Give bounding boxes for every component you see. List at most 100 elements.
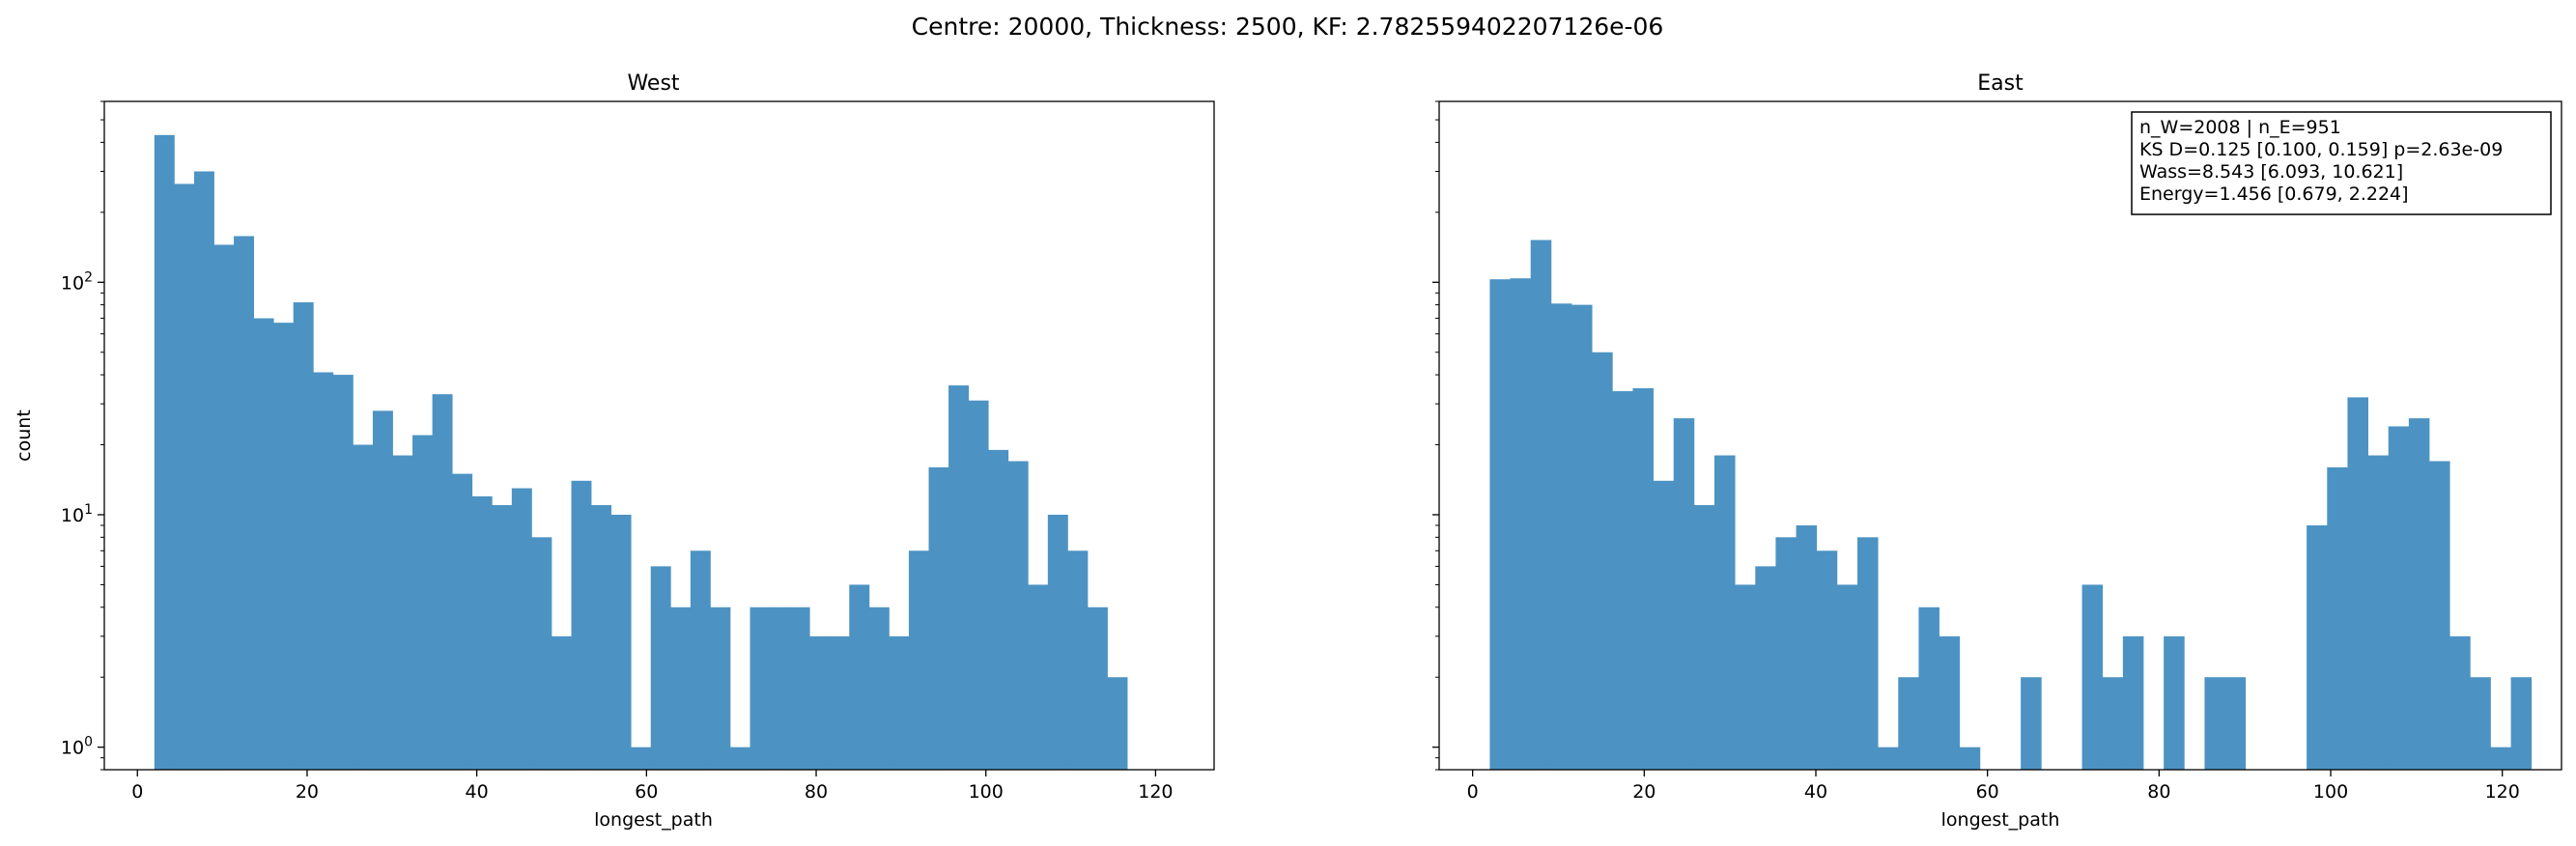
west-histogram-bar <box>193 171 214 770</box>
west-histogram-bar <box>511 488 532 770</box>
east-histogram-bar <box>2224 677 2247 770</box>
east-histogram-bar <box>2204 677 2225 770</box>
west-histogram-bar <box>650 566 671 770</box>
west-histogram-bar <box>631 747 652 770</box>
east-histogram-bar <box>1673 418 1695 770</box>
east-histogram-bar <box>2307 525 2328 770</box>
suptitle: Centre: 20000, Thickness: 2500, KF: 2.78… <box>912 13 1664 41</box>
east-histogram-bar <box>1653 480 1675 770</box>
east-x-tick-label: 100 <box>2313 781 2348 803</box>
west-x-tick-label: 20 <box>296 781 319 803</box>
east-histogram-bar <box>1898 677 1919 770</box>
east-histogram-bar <box>1632 388 1654 770</box>
east-histogram-bar <box>1959 747 1981 770</box>
west-title: West <box>627 71 679 96</box>
west-histogram-bar <box>452 473 473 770</box>
west-histogram-bar <box>710 606 731 770</box>
west-x-tick-label: 120 <box>1138 781 1173 803</box>
west-panel: West 0 20 40 60 80 100 120 100 101 102 longest_p… <box>14 71 1215 831</box>
west-x-tick-label: 40 <box>466 781 489 803</box>
east-histogram-bar <box>1713 455 1736 770</box>
annotation-line-1: n_W=2008 | n_E=951 <box>2139 117 2341 138</box>
west-x-tick-label: 0 <box>131 781 143 803</box>
west-histogram-bar <box>729 747 750 770</box>
east-histogram-bar <box>1755 566 1776 770</box>
west-histogram-bar <box>213 244 235 770</box>
west-x-ticks: 0 20 40 60 80 100 120 <box>131 770 1174 803</box>
west-histogram-bar <box>670 606 692 770</box>
east-x-tick-label: 20 <box>1632 781 1656 803</box>
west-histogram-bar <box>1087 606 1108 770</box>
east-x-ticks: 0 20 40 60 80 100 120 <box>1467 770 2520 803</box>
west-x-tick-label: 100 <box>969 781 1004 803</box>
west-histogram-bar <box>1047 514 1068 770</box>
east-histogram-bar <box>2327 466 2348 770</box>
east-histogram-bar <box>1735 584 1756 770</box>
annotation-line-2: KS D=0.125 [0.100, 0.159] p=2.63e-09 <box>2139 139 2503 160</box>
east-x-tick-label: 60 <box>1976 781 1999 803</box>
east-x-tick-label: 40 <box>1804 781 1827 803</box>
west-histogram-bar <box>988 449 1009 770</box>
east-histogram-bar <box>2021 677 2042 770</box>
west-x-tick-label: 60 <box>635 781 658 803</box>
east-histogram-bar <box>2367 455 2390 770</box>
west-y-tick-label: 101 <box>61 502 93 526</box>
east-histogram-bar <box>1816 550 1838 770</box>
west-histogram-bar <box>571 480 592 770</box>
east-histogram-bar <box>2470 677 2491 770</box>
east-plot-frame <box>1438 100 2562 771</box>
west-histogram-bar <box>868 606 890 770</box>
east-histogram-bar <box>1918 606 1939 770</box>
west-x-tick-label: 80 <box>805 781 828 803</box>
west-histogram-bar <box>293 302 314 770</box>
east-histogram-bar <box>2164 635 2185 770</box>
east-title: East <box>1977 71 2024 96</box>
west-histogram-bar <box>174 183 195 771</box>
east-histogram-bar <box>2388 426 2410 770</box>
west-histogram-bar <box>531 537 552 770</box>
east-histogram-bar <box>2490 747 2511 770</box>
stats-annotation-box: n_W=2008 | n_E=951 KS D=0.125 [0.100, 0.… <box>2131 111 2552 215</box>
east-histogram-bar <box>1857 537 1879 770</box>
west-histogram-bar <box>750 606 771 770</box>
west-histogram-bar <box>412 435 434 770</box>
east-x-tick-label: 0 <box>1467 781 1479 803</box>
east-histogram-bar <box>1796 525 1818 770</box>
west-histogram-bar <box>234 236 255 771</box>
west-histogram-bar <box>372 410 393 770</box>
west-histogram-bar <box>471 495 493 770</box>
east-histogram-bar <box>1550 303 1572 770</box>
west-histogram-bar <box>809 635 831 770</box>
west-histogram-bar <box>353 444 374 770</box>
west-histogram-bar <box>690 550 711 770</box>
east-histogram-bar <box>1489 279 1511 770</box>
west-plot-frame <box>103 100 1215 771</box>
east-bars <box>1489 240 2533 770</box>
west-histogram-bar <box>591 505 612 770</box>
east-x-tick-label: 120 <box>2485 781 2520 803</box>
west-histogram-bar <box>1028 584 1049 770</box>
east-histogram-bar <box>2081 584 2104 770</box>
west-histogram-bar <box>1007 461 1029 770</box>
east-histogram-bar <box>1693 505 1715 770</box>
west-histogram-bar <box>253 318 274 770</box>
west-histogram-bar <box>889 635 910 770</box>
east-histogram-bar <box>1530 240 1552 770</box>
stats-annotation-frame <box>2131 111 2552 215</box>
west-histogram-bar <box>1067 550 1089 770</box>
west-histogram-bar <box>273 323 295 770</box>
west-histogram-bar <box>154 134 175 770</box>
east-histogram-bar <box>1878 747 1899 770</box>
west-histogram-bar <box>928 466 949 770</box>
west-histogram-bar <box>789 606 810 770</box>
west-histogram-bar <box>968 400 989 770</box>
east-histogram-bar <box>2347 397 2368 770</box>
west-y-ticks: 100 101 102 <box>61 100 104 771</box>
west-histogram-bar <box>332 375 354 770</box>
east-histogram-bar <box>2102 677 2124 770</box>
west-y-axis-label: count <box>14 409 35 462</box>
west-y-tick-label: 102 <box>61 269 93 294</box>
west-histogram-bar <box>1107 677 1128 770</box>
west-histogram-bar <box>829 635 850 770</box>
east-histogram-bar <box>1571 304 1593 770</box>
